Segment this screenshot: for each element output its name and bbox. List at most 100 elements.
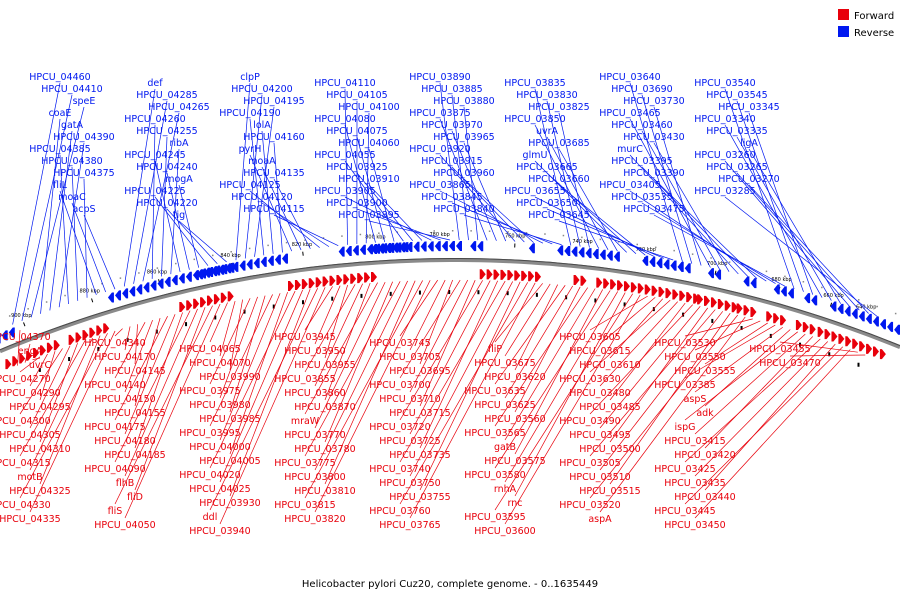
reverse-gene-label: HPCU_04380	[41, 156, 102, 167]
gene-leader-line	[21, 94, 73, 321]
forward-gene-label: HPCU_04065	[179, 344, 240, 355]
forward-gene-label: HPCU_04000	[189, 442, 250, 453]
forward-gene-label: HPCU_03695	[389, 366, 450, 377]
ring-dot	[470, 230, 472, 232]
reverse-gene-arrow	[750, 278, 757, 289]
gene-leader-line	[463, 142, 507, 242]
gene-leader-line	[17, 329, 21, 366]
reverse-gene-arrow	[420, 241, 427, 252]
ring-dot	[636, 243, 638, 246]
reverse-gene-label: HPCU_04075	[326, 126, 387, 137]
forward-gene-label: HPCU_03705	[379, 352, 440, 363]
reverse-gene-label: HPCU_03890	[409, 72, 470, 83]
forward-gene-label: HPCU_03630	[559, 374, 620, 385]
reverse-gene-label: HPCU_04120	[231, 192, 292, 203]
forward-gene-arrow	[213, 294, 220, 305]
ring-dot	[248, 247, 251, 250]
reverse-gene-arrow	[374, 243, 381, 254]
reverse-gene-arrow	[670, 260, 677, 271]
forward-gene-label: HPCU_03455	[749, 344, 810, 355]
forward-gene-arrow	[46, 342, 53, 353]
ring-dot	[839, 292, 842, 295]
reverse-gene-label: HPCU_04080	[314, 114, 375, 125]
gene-leader-line	[504, 285, 574, 399]
forward-gene-arrow	[315, 277, 322, 288]
reverse-gene-arrow	[157, 278, 164, 289]
reverse-gene-label: HPCU_03925	[326, 162, 387, 173]
backbone-arc	[0, 258, 900, 354]
forward-gene-label: HPCU_03810	[294, 486, 355, 497]
gene-leader-line	[249, 154, 293, 252]
forward-gene-label: HPCU_03510	[569, 472, 630, 483]
gene-leader-line	[314, 283, 363, 387]
gene-leader-line	[409, 282, 536, 519]
gene-leader-line	[209, 302, 228, 343]
minor-tick	[740, 326, 743, 331]
gene-leader-line	[609, 298, 663, 359]
reverse-gene-label: HPCU_03730	[623, 96, 684, 107]
forward-gene-arrow	[103, 323, 110, 334]
legend-forward-swatch	[838, 9, 849, 20]
reverse-gene-label: HPCU_03970	[421, 120, 482, 131]
reverse-gene-arrow	[366, 244, 373, 255]
reverse-gene-arrow	[211, 266, 218, 277]
forward-gene-label: HPCU_04170	[94, 352, 155, 363]
forward-gene-label: HPCU_03760	[369, 506, 430, 517]
reverse-gene-label: HPCU_04105	[326, 90, 387, 101]
gene-leader-line	[124, 308, 198, 477]
gene-leader-line	[736, 100, 804, 292]
forward-gene-arrow	[809, 324, 816, 335]
forward-gene-label: HPCU_03780	[294, 444, 355, 455]
gene-leader-line	[694, 333, 806, 435]
forward-gene-label: HPCU_04025	[189, 484, 250, 495]
ring-dot	[857, 299, 860, 301]
minor-tick	[185, 322, 188, 327]
reverse-gene-label: HPCU_04125	[219, 180, 280, 191]
ring-dot	[488, 230, 491, 232]
forward-gene-arrow	[686, 292, 693, 303]
ring-dot	[64, 294, 66, 297]
reverse-gene-label: HPCU_03660	[528, 174, 589, 185]
reverse-gene-label: acpS	[72, 204, 95, 215]
gene-leader-line	[12, 82, 61, 325]
forward-gene-label: HPCU_04370	[0, 332, 51, 343]
reverse-gene-label: HPCU_03665	[516, 162, 577, 173]
reverse-gene-arrow	[267, 255, 274, 266]
forward-gene-arrow	[343, 274, 350, 285]
reverse-gene-label: HPCU_03880	[433, 96, 494, 107]
gene-leader-line	[39, 335, 101, 485]
reverse-gene-label: fliL	[53, 180, 68, 191]
forward-gene-arrow	[651, 285, 658, 296]
gene-leader-line	[124, 319, 153, 393]
gene-leader-line	[134, 318, 161, 407]
forward-gene-arrow	[75, 332, 82, 343]
forward-gene-label: HPCU_03615	[569, 346, 630, 357]
gene-leader-line	[599, 301, 678, 387]
reverse-gene-label: def	[147, 78, 163, 89]
reverse-gene-arrow	[253, 258, 260, 269]
tick-label: 900 kbp	[11, 313, 31, 319]
minor-tick	[418, 290, 421, 295]
reverse-gene-arrow	[649, 256, 656, 267]
reverse-gene-arrow	[338, 246, 345, 257]
gene-leader-line	[494, 285, 566, 385]
tick-label: 680 kbp	[771, 277, 791, 283]
gene-leader-line	[641, 166, 748, 277]
gene-leader-line	[178, 184, 200, 268]
reverse-gene-label: HPCU_04200	[231, 84, 292, 95]
forward-gene-label: HPCU_04050	[94, 520, 155, 531]
gene-leader-line	[209, 288, 318, 511]
reverse-gene-arrow	[136, 284, 143, 295]
forward-gene-label: HPCU_04325	[9, 486, 70, 497]
forward-gene-label: mraW	[291, 416, 320, 427]
reverse-gene-arrow	[185, 271, 192, 282]
reverse-gene-arrow	[677, 261, 684, 272]
forward-gene-arrow	[486, 269, 493, 280]
forward-gene-arrow	[672, 289, 679, 300]
forward-gene-arrow	[193, 298, 200, 309]
gene-leader-line	[19, 348, 63, 415]
gene-leader-line	[684, 324, 776, 379]
reverse-gene-arrow	[528, 243, 535, 254]
gene-leader-line	[409, 279, 468, 393]
gene-leader-line	[704, 343, 836, 491]
